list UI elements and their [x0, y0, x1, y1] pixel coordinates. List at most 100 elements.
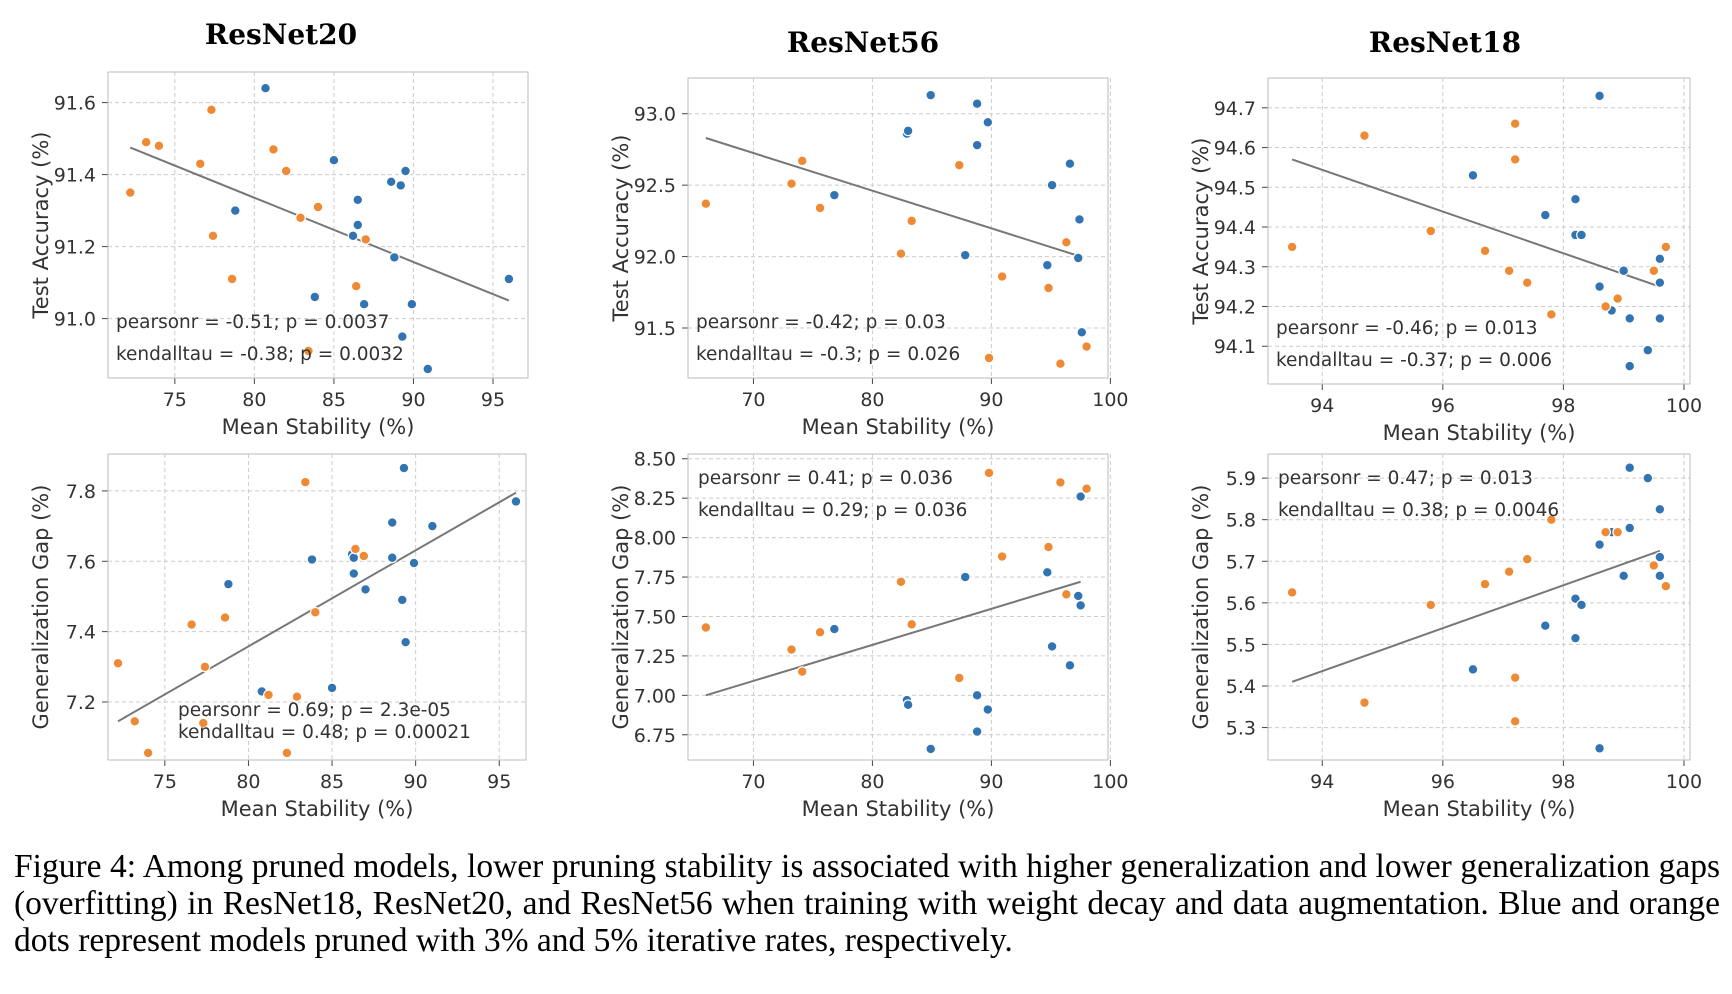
grid: [1262, 78, 1690, 390]
blue-data-point: [982, 704, 994, 715]
orange-series: [124, 104, 372, 357]
kendall-annotation: kendalltau = 0.38; p = 0.0046: [1278, 500, 1559, 521]
y-axis-label: Test Accuracy (%): [29, 132, 53, 320]
orange-data-point: [1060, 588, 1072, 600]
x-tick-label: 94: [1310, 395, 1334, 417]
orange-data-point: [1043, 541, 1054, 553]
orange-data-point: [1545, 514, 1557, 526]
x-tick-label: 80: [236, 771, 260, 793]
y-tick-label: 92.0: [634, 247, 676, 269]
grid: [102, 454, 526, 766]
orange-data-point: [996, 271, 1008, 282]
x-tick-label: 75: [153, 771, 177, 793]
orange-data-point: [796, 155, 808, 167]
pearson-annotation: pearsonr = 0.69; p = 2.3e-05: [178, 700, 451, 721]
blue-data-point: [309, 291, 321, 303]
orange-data-point: [786, 178, 797, 190]
blue-data-point: [306, 554, 318, 565]
orange-data-point: [953, 159, 965, 171]
y-tick-label: 5.3: [1226, 718, 1256, 740]
orange-data-point: [112, 657, 124, 669]
blue-data-point: [510, 496, 522, 507]
orange-data-point: [140, 136, 152, 148]
kendall-annotation: kendalltau = -0.38; p = 0.0032: [116, 344, 404, 365]
blue-data-point: [358, 298, 370, 310]
y-tick-label: 94.1: [1214, 336, 1256, 358]
x-tick-label: 80: [860, 389, 884, 411]
orange-data-point: [1600, 301, 1612, 312]
blue-data-point: [326, 682, 338, 694]
y-axis-label: Test Accuracy (%): [609, 135, 633, 323]
orange-series: [112, 476, 370, 759]
x-axis-label: Mean Stability (%): [222, 415, 415, 439]
plot-frame: [107, 71, 529, 379]
y-tick-label: 94.7: [1214, 98, 1256, 120]
orange-data-point: [219, 612, 231, 623]
orange-data-point: [953, 672, 965, 684]
y-tick-label: 5.5: [1226, 634, 1256, 656]
y-tick-label: 6.75: [634, 725, 676, 747]
orange-data-point: [199, 661, 211, 673]
resnet20-accuracy-chart: 75 80 85 90 95 91.0 91.2 91.4 91.6 Mean Stability…: [29, 71, 529, 439]
y-tick-label: 8.25: [634, 488, 676, 510]
orange-data-point: [1509, 715, 1521, 727]
orange-data-point: [268, 143, 279, 155]
blue-data-point: [1624, 313, 1636, 324]
blue-data-point: [422, 363, 434, 375]
y-tick-label: 94.3: [1214, 257, 1256, 279]
blue-data-point: [1046, 179, 1058, 191]
orange-data-point: [796, 666, 808, 678]
blue-data-point: [1654, 277, 1666, 289]
y-axis-label: Generalization Gap (%): [29, 485, 53, 730]
x-tick-label: 95: [487, 771, 511, 793]
blue-data-point: [1064, 158, 1076, 170]
x-axis-label: Mean Stability (%): [221, 797, 414, 821]
blue-data-point: [1654, 253, 1666, 265]
kendall-annotation: kendalltau = -0.3; p = 0.026: [696, 344, 960, 365]
orange-data-point: [350, 543, 361, 555]
y-tick-label: 7.8: [66, 481, 96, 503]
x-tick-label: 100: [1666, 395, 1702, 417]
regression-line: [1291, 549, 1661, 683]
blue-data-point: [260, 82, 271, 94]
x-tick-label: 98: [1551, 771, 1575, 793]
orange-data-point: [1425, 599, 1437, 611]
orange-data-point: [309, 606, 321, 618]
pearson-annotation: pearsonr = 0.41; p = 0.036: [698, 468, 953, 489]
blue-series: [1467, 462, 1666, 754]
y-tick-label: 94.6: [1214, 138, 1256, 160]
x-tick-label: 98: [1551, 395, 1575, 417]
blue-data-point: [1046, 641, 1058, 652]
orange-data-point: [1660, 241, 1672, 253]
blue-data-point: [400, 165, 411, 177]
blue-data-point: [1594, 90, 1605, 102]
y-tick-label: 93.0: [634, 104, 676, 126]
blue-data-point: [229, 205, 241, 217]
y-tick-label: 7.50: [634, 606, 676, 628]
x-tick-label: 90: [979, 389, 1003, 411]
orange-data-point: [263, 689, 274, 701]
grid: [1262, 454, 1690, 766]
y-tick-label: 94.5: [1214, 177, 1256, 199]
blue-data-point: [348, 568, 360, 579]
blue-data-point: [902, 699, 914, 711]
orange-data-point: [1509, 118, 1521, 130]
blue-data-point: [1074, 214, 1085, 225]
blue-data-point: [971, 98, 983, 110]
y-tick-label: 7.00: [634, 685, 676, 707]
y-tick-label: 91.0: [54, 309, 96, 331]
orange-data-point: [700, 198, 712, 210]
orange-series: [700, 155, 1092, 370]
x-tick-label: 75: [163, 389, 187, 411]
blue-data-point: [1072, 252, 1084, 264]
y-tick-label: 91.2: [54, 237, 96, 259]
y-tick-label: 91.6: [54, 93, 96, 115]
blue-series: [1467, 90, 1666, 372]
blue-data-point: [1576, 599, 1587, 611]
blue-data-point: [959, 249, 971, 261]
orange-data-point: [1600, 526, 1612, 538]
blue-data-point: [395, 179, 407, 191]
pearson-annotation: pearsonr = 0.47; p = 0.013: [1278, 468, 1533, 489]
x-tick-label: 70: [741, 389, 765, 411]
orange-data-point: [1081, 341, 1092, 352]
